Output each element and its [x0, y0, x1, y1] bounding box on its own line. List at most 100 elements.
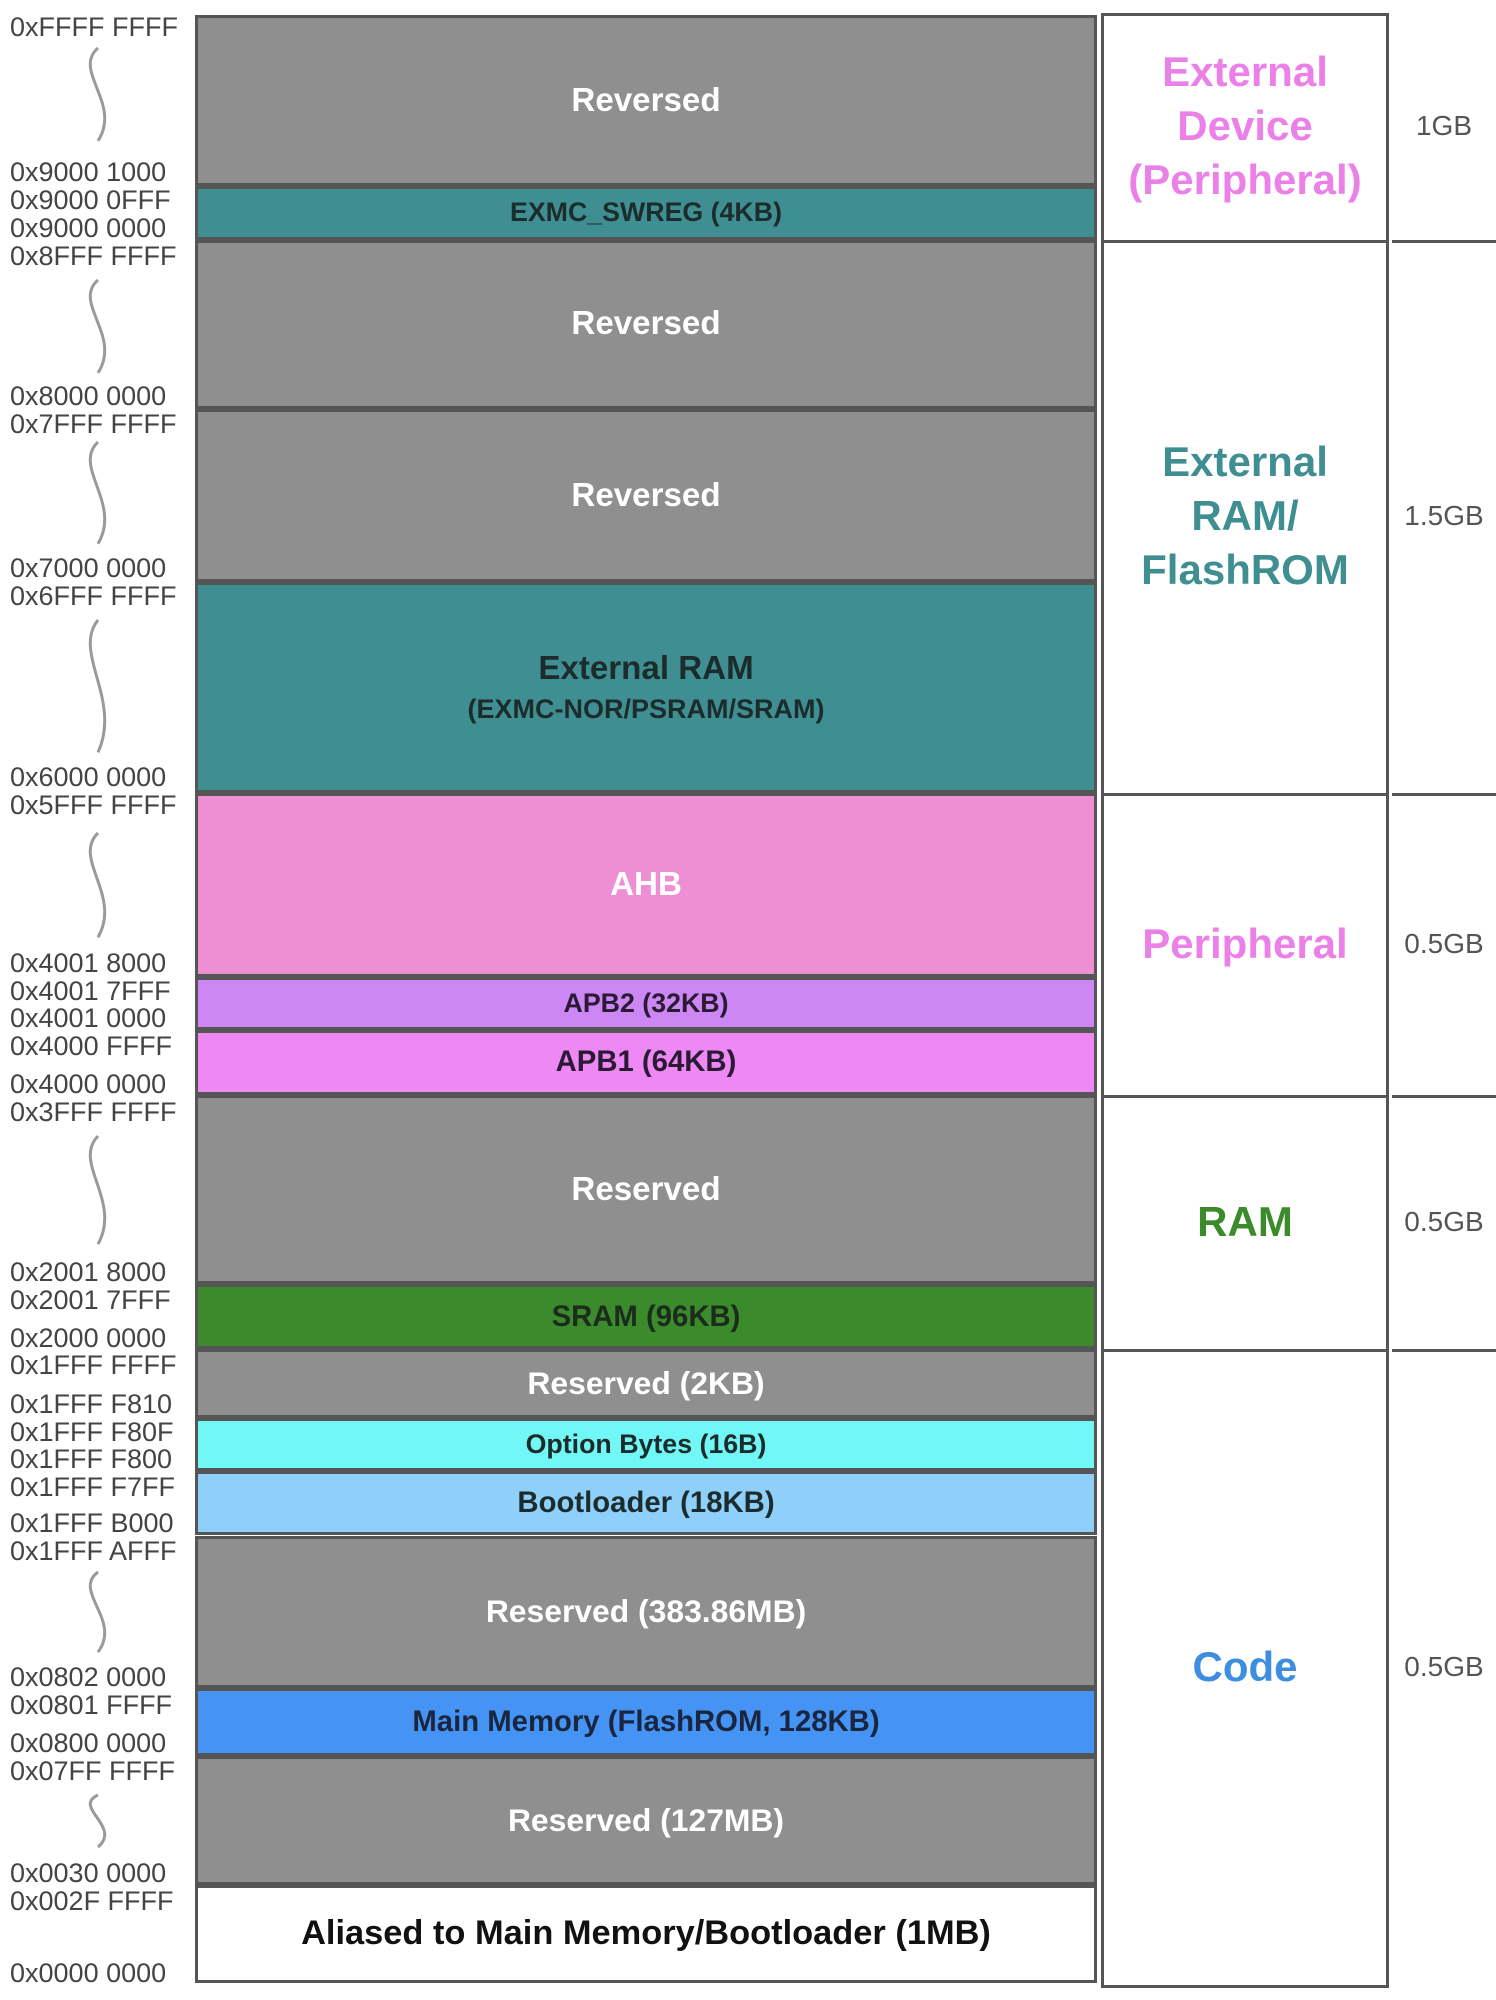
memory-block: Reversed — [195, 409, 1097, 583]
address-label: 0x2000 0000 — [10, 1322, 167, 1353]
range-squiggle-icon — [88, 1135, 107, 1245]
address-label: 0x0802 0000 — [10, 1661, 167, 1692]
memory-block: Aliased to Main Memory/Bootloader (1MB) — [195, 1884, 1097, 1983]
address-label: 0x1FFF F810 — [10, 1389, 173, 1420]
address-label: 0x1FFF AFFF — [10, 1535, 177, 1566]
address-label: 0xFFFF FFFF — [10, 11, 178, 42]
address-label: 0x9000 0FFF — [10, 185, 171, 216]
address-label: 0x1FFF F7FF — [10, 1472, 176, 1503]
divider-line — [1100, 1985, 1390, 1989]
address-label: 0x1FFF F80F — [10, 1417, 174, 1448]
memory-block: APB2 (32KB) — [195, 977, 1097, 1030]
address-label: 0x7FFF FFFF — [10, 409, 177, 440]
memory-block: Main Memory (FlashROM, 128KB) — [195, 1688, 1097, 1756]
memory-block: Bootloader (18KB) — [195, 1470, 1097, 1536]
range-squiggle-icon — [88, 278, 107, 374]
address-label: 0x9000 1000 — [10, 157, 167, 187]
memory-block-label: APB2 (32KB) — [563, 987, 729, 1018]
memory-block-label: Reversed — [571, 305, 721, 343]
memory-block-label: EXMC_SWREG (4KB) — [510, 197, 782, 228]
region-category-label: RAM — [1197, 1198, 1293, 1246]
address-label: 0x3FFF FFFF — [10, 1097, 177, 1128]
address-label: 0x0801 FFFF — [10, 1689, 173, 1720]
memory-block: AHB — [195, 792, 1097, 978]
memory-block-label: Aliased to Main Memory/Bootloader (1MB) — [301, 1914, 991, 1953]
divider-line — [1100, 12, 1104, 1986]
divider-line — [1391, 792, 1496, 796]
divider-line — [1391, 1349, 1496, 1353]
memory-block-label: Bootloader (18KB) — [517, 1485, 775, 1519]
region-size-label: 0.5GB — [1404, 1206, 1484, 1238]
memory-block: External RAM (EXMC-NOR/PSRAM/SRAM) — [195, 582, 1097, 793]
memory-block-label: Reserved (2KB) — [527, 1365, 765, 1402]
address-label: 0x002F FFFF — [10, 1886, 174, 1917]
memory-block-label: Reserved (383.86MB) — [485, 1593, 807, 1630]
memory-block: Reversed — [195, 15, 1097, 187]
memory-block-label: Reversed — [571, 81, 721, 119]
address-label: 0x2001 8000 — [10, 1256, 167, 1287]
region-size-label: 0.5GB — [1404, 927, 1484, 959]
divider-line — [1391, 1094, 1496, 1098]
region-category-label: Code — [1192, 1643, 1298, 1691]
memory-block-label: External RAM — [538, 649, 754, 687]
address-label: 0x7000 0000 — [10, 553, 167, 584]
region-size-label: 0.5GB — [1404, 1651, 1484, 1683]
divider-line — [1391, 239, 1496, 243]
divider-line — [1386, 12, 1390, 1986]
range-squiggle-icon — [88, 1793, 107, 1849]
memory-block-label: Main Memory (FlashROM, 128KB) — [412, 1705, 880, 1739]
address-label: 0x8000 0000 — [10, 381, 167, 412]
divider-line — [1100, 12, 1390, 16]
address-label: 0x1FFF FFFF — [10, 1349, 177, 1380]
address-label: 0x1FFF B000 — [10, 1507, 174, 1538]
divider-line — [1100, 1094, 1390, 1098]
address-label: 0x0800 0000 — [10, 1728, 167, 1759]
memory-block-label: Reserved — [571, 1170, 721, 1208]
address-label: 0x4000 0000 — [10, 1069, 167, 1100]
memory-block: Option Bytes (16B) — [195, 1418, 1097, 1471]
address-label: 0x0000 0000 — [10, 1957, 167, 1988]
range-squiggle-icon — [88, 831, 107, 938]
divider-line — [1100, 239, 1390, 243]
address-label: 0x4001 7FFF — [10, 976, 171, 1007]
region-size-label: 1GB — [1415, 110, 1473, 142]
memory-block: APB1 (64KB) — [195, 1029, 1097, 1095]
address-label: 0x5FFF FFFF — [10, 790, 177, 821]
region-category-label: External Device (Peripheral) — [1128, 48, 1362, 204]
address-label: 0x4001 8000 — [10, 948, 167, 979]
memory-block-label: Reversed — [571, 476, 721, 514]
memory-block-label: APB1 (64KB) — [555, 1045, 737, 1079]
range-squiggle-icon — [88, 46, 107, 142]
memory-block: Reserved — [195, 1094, 1097, 1285]
memory-block: Reversed — [195, 239, 1097, 410]
memory-block-sublabel: (EXMC-NOR/PSRAM/SRAM) — [467, 693, 825, 724]
divider-line — [1100, 792, 1390, 796]
address-label: 0x8FFF FFFF — [10, 241, 177, 272]
address-label: 0x4001 0000 — [10, 1003, 167, 1034]
memory-block: Reserved (2KB) — [195, 1349, 1097, 1419]
memory-block: Reserved (383.86MB) — [195, 1535, 1097, 1689]
memory-block: EXMC_SWREG (4KB) — [195, 186, 1097, 240]
range-squiggle-icon — [88, 440, 107, 545]
memory-block-label: Option Bytes (16B) — [525, 1428, 767, 1459]
range-squiggle-icon — [88, 1570, 107, 1653]
address-label: 0x2001 7FFF — [10, 1284, 171, 1315]
divider-line — [1100, 1349, 1390, 1353]
address-label: 0x6FFF FFFF — [10, 581, 177, 612]
address-label: 0x9000 0000 — [10, 213, 167, 244]
memory-block: SRAM (96KB) — [195, 1284, 1097, 1350]
range-squiggle-icon — [88, 619, 107, 753]
address-label: 0x6000 0000 — [10, 762, 167, 793]
address-label: 0x07FF FFFF — [10, 1756, 176, 1787]
memory-block-label: Reserved (127MB) — [507, 1801, 785, 1838]
memory-block-label: SRAM (96KB) — [551, 1299, 741, 1333]
address-label: 0x4000 FFFF — [10, 1031, 173, 1062]
region-category-label: Peripheral — [1142, 919, 1348, 967]
region-size-label: 1.5GB — [1404, 500, 1484, 532]
region-category-label: External RAM/ FlashROM — [1141, 438, 1349, 594]
address-label: 0x1FFF F800 — [10, 1444, 173, 1475]
address-label: 0x0030 0000 — [10, 1858, 167, 1889]
memory-block-label: AHB — [610, 865, 682, 903]
memory-block: Reserved (127MB) — [195, 1755, 1097, 1885]
